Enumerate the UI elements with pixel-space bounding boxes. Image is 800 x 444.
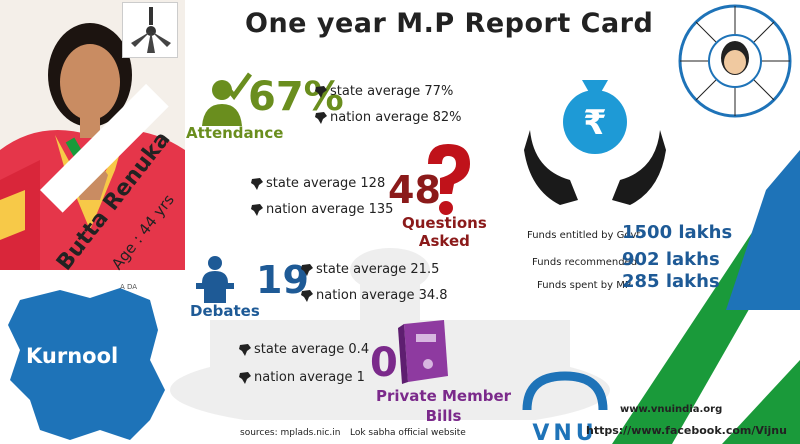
funds-graphic: ₹ <box>524 80 666 205</box>
funds-spent-value: 285 lakhs <box>622 271 720 292</box>
funds-entitled-label: Funds entitled by Govt. <box>527 230 644 241</box>
india-map-icon <box>251 177 263 190</box>
questions-nation-average: nation average 135 <box>250 202 393 217</box>
bills-value: 0 <box>370 340 398 386</box>
attendance-nation-text: nation average 82% <box>330 110 462 125</box>
bills-state-text: state average 0.4 <box>254 342 370 357</box>
podium-speaker-icon <box>196 256 234 303</box>
bills-state-average: state average 0.4 <box>238 342 369 357</box>
india-map-icon <box>315 111 327 124</box>
vnu-logo: VNU <box>522 371 608 444</box>
website-link[interactable]: www.vnuindia.org <box>620 404 723 415</box>
page-title: One year M.P Report Card <box>245 8 654 39</box>
questions-nation-text: nation average 135 <box>266 202 394 217</box>
bills-label-line1: Private Member <box>376 387 512 405</box>
india-map-icon <box>301 263 313 276</box>
rupee-symbol: ₹ <box>583 103 607 143</box>
bills-nation-text: nation average 1 <box>254 370 365 385</box>
funds-recommended-label: Funds recommended <box>532 257 638 268</box>
india-map-icon <box>315 85 327 98</box>
attendance-nation-average: nation average 82% <box>314 110 462 125</box>
bills-label: Private Member Bills <box>376 386 511 426</box>
parliament-watermark <box>170 248 610 420</box>
attendance-state-average: state average 77% <box>314 84 453 99</box>
bills-label-line2: Bills <box>425 407 462 425</box>
debates-state-average: state average 21.5 <box>300 262 439 277</box>
money-bag-icon: ₹ <box>563 80 627 154</box>
debates-value: 19 <box>256 258 309 302</box>
questions-state-text: state average 128 <box>266 176 386 191</box>
fan-icon <box>131 7 171 53</box>
funds-spent-label: Funds spent by MP <box>537 280 631 291</box>
attendance-state-text: state average 77% <box>330 84 454 99</box>
facebook-link[interactable]: https://www.facebook.com/Vijnu <box>586 424 787 437</box>
india-map-icon <box>301 289 313 302</box>
map-label: A DA <box>120 283 138 291</box>
bills-nation-average: nation average 1 <box>238 370 365 385</box>
fan-symbol <box>122 2 178 58</box>
party-leader-logo <box>678 4 792 118</box>
attendance-label: Attendance <box>186 124 284 142</box>
india-map-icon <box>239 343 251 356</box>
questions-label-line1: Questions <box>402 214 487 232</box>
lok-sabha-source: Lok sabha official website <box>350 428 466 438</box>
questions-value: 48 <box>388 168 441 212</box>
debates-nation-average: nation average 34.8 <box>300 288 448 303</box>
india-map-icon <box>239 371 251 384</box>
vnu-logo-text: VNU <box>532 421 597 444</box>
party-stripe-blue <box>726 150 800 310</box>
questions-state-average: state average 128 <box>250 176 385 191</box>
debates-nation-text: nation average 34.8 <box>316 288 448 303</box>
questions-label-line2: Asked <box>418 232 470 250</box>
question-head-icon <box>428 144 470 215</box>
attendance-value: 67% <box>248 74 344 120</box>
india-map-icon <box>251 203 263 216</box>
debates-label: Debates <box>190 302 260 320</box>
funds-entitled-value: 1500 lakhs <box>622 222 733 243</box>
file-binder-icon <box>398 320 448 384</box>
checkmark-person-icon <box>202 72 252 126</box>
sources-text: sources: mplads.nic.in <box>240 428 341 438</box>
district-name: Kurnool <box>22 342 123 370</box>
debates-state-text: state average 21.5 <box>316 262 440 277</box>
questions-label: Questions Asked <box>402 214 487 250</box>
hands-icon <box>524 130 666 205</box>
funds-recommended-value: 902 lakhs <box>622 249 720 270</box>
